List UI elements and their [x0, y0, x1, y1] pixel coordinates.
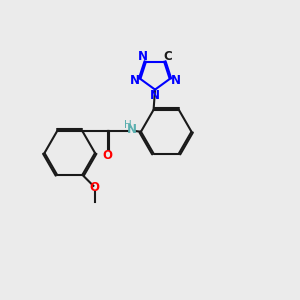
Text: N: N	[130, 74, 140, 87]
Text: N: N	[170, 74, 180, 87]
Text: N: N	[150, 89, 160, 102]
Text: N: N	[127, 123, 137, 136]
Text: N: N	[137, 50, 148, 63]
Text: O: O	[103, 149, 112, 162]
Text: H: H	[124, 120, 132, 130]
Text: C: C	[163, 50, 172, 63]
Text: O: O	[90, 181, 100, 194]
